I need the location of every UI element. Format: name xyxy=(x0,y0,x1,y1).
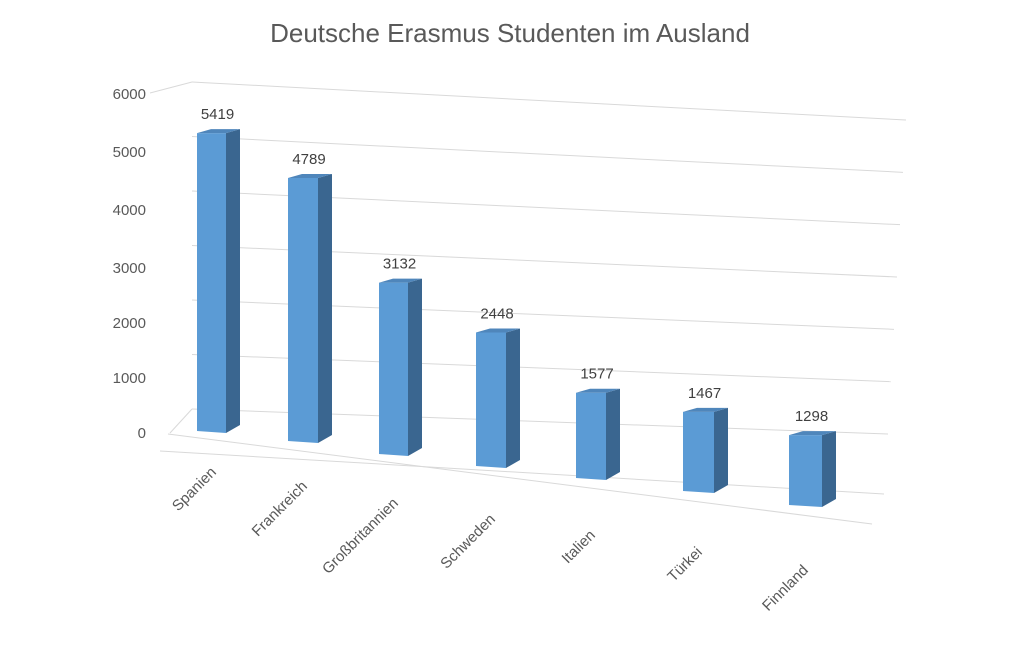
bar-side xyxy=(226,129,240,433)
y-tick-label: 5000 xyxy=(113,144,146,161)
bar-top xyxy=(379,278,422,283)
floor-edge-left xyxy=(169,408,193,434)
bar xyxy=(683,411,714,493)
data-label: 4789 xyxy=(292,151,325,168)
bar xyxy=(197,133,226,433)
bar-top xyxy=(476,328,520,333)
bar-side xyxy=(822,431,836,507)
gridline xyxy=(191,136,904,173)
data-label: 1577 xyxy=(580,366,613,383)
data-label: 5419 xyxy=(201,106,234,123)
y-tick-label: 2000 xyxy=(113,315,146,332)
bar xyxy=(476,332,506,468)
bar-side xyxy=(318,173,332,443)
category-label: Finnland xyxy=(759,562,812,615)
bar-top xyxy=(576,388,620,393)
bar xyxy=(789,435,822,507)
bar xyxy=(288,177,318,443)
category-label: Großbritannien xyxy=(319,495,402,578)
bar-top xyxy=(288,173,332,178)
y-tick-label: 0 xyxy=(138,425,146,442)
bar-top xyxy=(197,129,240,134)
bar-top xyxy=(789,431,836,436)
category-label: Italien xyxy=(559,527,599,567)
gridline xyxy=(191,81,907,121)
bar-side xyxy=(606,388,620,480)
bar-top xyxy=(683,407,728,412)
chart-title: Deutsche Erasmus Studenten im Ausland xyxy=(270,18,750,48)
y-tick-label: 1000 xyxy=(113,370,146,387)
bar-side xyxy=(408,278,422,456)
bar-side xyxy=(506,328,520,468)
category-label: Schweden xyxy=(437,511,499,573)
category-label: Frankreich xyxy=(249,478,311,540)
y-tick-label: 6000 xyxy=(113,86,146,103)
category-label: Spanien xyxy=(169,464,220,515)
bar-side xyxy=(714,407,728,493)
floor-front-line xyxy=(167,433,873,525)
floor-line xyxy=(159,450,885,495)
bar xyxy=(576,392,606,480)
y-tick-label: 4000 xyxy=(113,202,146,219)
data-label: 1298 xyxy=(795,408,828,425)
data-label: 3132 xyxy=(383,256,416,273)
bar xyxy=(379,282,408,456)
floor-edge-hidden xyxy=(160,440,888,494)
data-label: 2448 xyxy=(480,306,513,323)
category-label: Türkei xyxy=(664,544,705,585)
y-tick-label: 3000 xyxy=(113,260,146,277)
data-label: 1467 xyxy=(688,385,721,402)
axis-top-edge xyxy=(149,81,193,94)
